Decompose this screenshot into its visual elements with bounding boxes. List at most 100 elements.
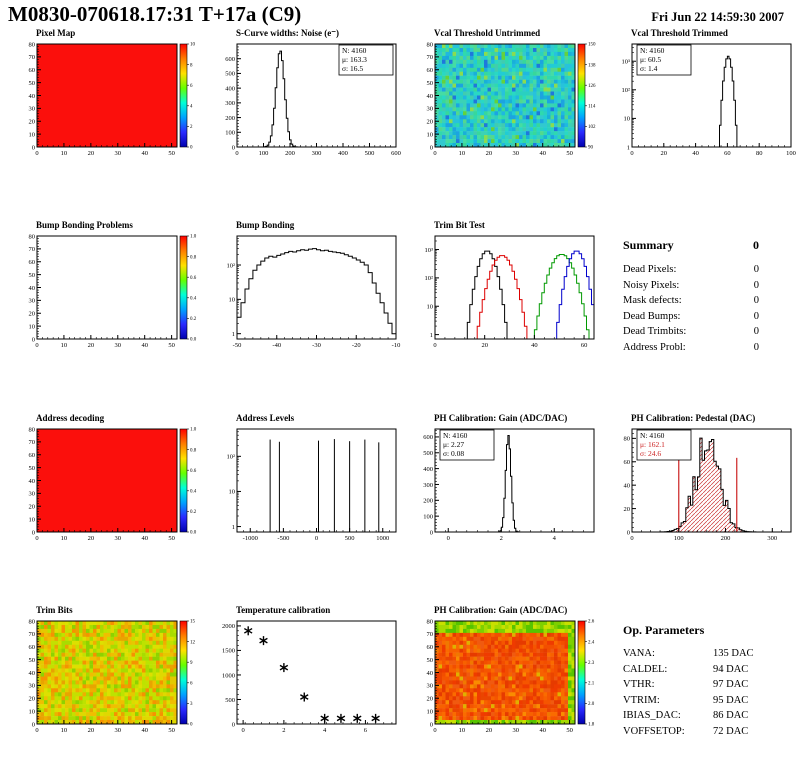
svg-text:50: 50 <box>168 535 175 542</box>
svg-text:1.8: 1.8 <box>588 723 595 728</box>
svg-text:20: 20 <box>29 696 36 703</box>
svg-text:80: 80 <box>29 618 36 625</box>
panel-bump-bonding: Bump Bonding -50 -40 -30 -20 -10 1 10 10² <box>212 220 404 354</box>
timestamp: Fri Jun 22 14:59:30 2007 <box>651 10 784 24</box>
svg-text:80: 80 <box>624 436 631 443</box>
svg-text:10: 10 <box>459 727 466 734</box>
svg-text:60: 60 <box>29 452 36 459</box>
panel-address-levels: Address Levels -1000 -500 0 500 1000 1 10 10² <box>212 413 404 547</box>
temperature-calibration-scatter: 0 2 4 6 0 500 1000 1500 2000 <box>222 620 397 734</box>
svg-text:500: 500 <box>345 535 355 542</box>
svg-text:30: 30 <box>513 727 520 734</box>
svg-text:0: 0 <box>430 721 433 728</box>
svg-text:N: 4160: N: 4160 <box>443 431 468 440</box>
svg-text:50: 50 <box>168 342 175 349</box>
svg-text:0: 0 <box>32 144 35 151</box>
svg-text:20: 20 <box>29 119 36 126</box>
chart-title: Vcal Threshold Untrimmed <box>434 28 541 38</box>
svg-text:20: 20 <box>88 150 95 157</box>
svg-text:0: 0 <box>447 535 450 542</box>
panel-scurve-noise: S-Curve widths: Noise (e⁻) 0 100 200 300 400… <box>212 28 404 162</box>
svg-text:20: 20 <box>29 504 36 511</box>
svg-text:60: 60 <box>29 67 36 74</box>
svg-text:50: 50 <box>29 272 36 279</box>
svg-text:10: 10 <box>427 708 434 715</box>
svg-text:60: 60 <box>724 150 731 157</box>
svg-text:40: 40 <box>141 150 148 157</box>
svg-text:0: 0 <box>433 342 436 349</box>
svg-text:600: 600 <box>225 56 235 63</box>
svg-text:10: 10 <box>29 708 36 715</box>
summary-row-mask-defects: Mask defects: 0 <box>623 295 759 306</box>
svg-text:40: 40 <box>29 478 36 485</box>
svg-text:0.2: 0.2 <box>190 510 197 515</box>
svg-text:60: 60 <box>624 459 631 466</box>
svg-text:10²: 10² <box>227 262 236 269</box>
svg-text:0: 0 <box>32 336 35 343</box>
svg-text:10: 10 <box>29 516 36 523</box>
svg-text:300: 300 <box>423 482 433 489</box>
svg-text:6: 6 <box>190 84 193 89</box>
svg-text:2: 2 <box>190 125 193 130</box>
svg-text:0: 0 <box>32 721 35 728</box>
svg-text:60: 60 <box>29 259 36 266</box>
op-row-ibias-dac: IBIAS_DAC: 86 DAC <box>623 710 749 721</box>
svg-text:10: 10 <box>29 131 36 138</box>
vcal-untrimmed-heatmap: 0 10 20 30 40 50 0 10 20 30 40 50 60 70 80 90 102 114 126 1… <box>427 41 597 157</box>
svg-text:8: 8 <box>190 63 193 68</box>
chart-title: PH Calibration: Pedestal (DAC) <box>631 413 756 423</box>
svg-text:1: 1 <box>232 331 235 338</box>
svg-text:0: 0 <box>627 529 630 536</box>
svg-text:0.0: 0.0 <box>190 338 197 343</box>
svg-text:μ: 162.1: μ: 162.1 <box>640 440 665 449</box>
svg-text:9: 9 <box>190 661 193 666</box>
svg-text:0: 0 <box>190 146 193 151</box>
svg-text:500: 500 <box>225 697 235 704</box>
svg-text:40: 40 <box>427 670 434 677</box>
summary-title: Summary <box>623 238 674 252</box>
svg-text:0: 0 <box>232 144 235 151</box>
panel-pixel-map: Pixel Map 0 10 20 30 40 50 0 10 20 30 40 50 60 70 80 0 2… <box>12 28 204 162</box>
svg-text:400: 400 <box>423 466 433 473</box>
svg-text:10: 10 <box>229 489 236 496</box>
svg-text:0: 0 <box>433 727 436 734</box>
svg-text:400: 400 <box>225 85 235 92</box>
svg-text:6: 6 <box>190 682 193 687</box>
summary-header: Summary 0 <box>623 238 759 253</box>
svg-text:40: 40 <box>692 150 699 157</box>
panel-bump-problems: Bump Bonding Problems 0 10 20 30 40 50 0 10 20 30… <box>12 220 204 354</box>
svg-text:300: 300 <box>767 535 777 542</box>
svg-text:10: 10 <box>61 727 68 734</box>
svg-text:30: 30 <box>115 535 122 542</box>
svg-text:50: 50 <box>566 150 573 157</box>
svg-text:0.6: 0.6 <box>190 469 197 474</box>
svg-text:138: 138 <box>588 63 596 68</box>
svg-text:2.0: 2.0 <box>588 702 595 707</box>
svg-text:0: 0 <box>35 535 38 542</box>
svg-text:10: 10 <box>427 131 434 138</box>
summary-row-dead-trimbits: Dead Trimbits: 0 <box>623 326 759 337</box>
svg-text:10: 10 <box>624 116 631 123</box>
svg-text:40: 40 <box>531 342 538 349</box>
ph-gain-heatmap: 0 10 20 30 40 50 0 10 20 30 40 50 60 70 80 1.8 2.0 2.1 2.3… <box>427 618 595 734</box>
svg-text:N: 4160: N: 4160 <box>640 431 665 440</box>
chart-title: Address Levels <box>236 413 295 423</box>
svg-text:0.0: 0.0 <box>190 531 197 536</box>
svg-text:600: 600 <box>423 434 433 441</box>
pixel-map-heatmap: 0 10 20 30 40 50 0 10 20 30 40 50 60 70 80 0 2 4 6 8 10 <box>29 41 196 157</box>
svg-text:20: 20 <box>481 342 488 349</box>
svg-text:10²: 10² <box>622 87 631 94</box>
chart-title: Temperature calibration <box>236 605 331 615</box>
svg-text:1000: 1000 <box>376 535 389 542</box>
panel-vcal-untrimmed: Vcal Threshold Untrimmed 0 10 20 30 40 50 0 10 2… <box>410 28 602 162</box>
panel-trim-bits: Trim Bits 0 10 20 30 40 50 0 10 20 30 40 50 60 70 80 0 3… <box>12 605 204 739</box>
svg-text:70: 70 <box>427 631 434 638</box>
svg-text:4: 4 <box>190 105 193 110</box>
svg-text:200: 200 <box>721 535 731 542</box>
svg-text:1.0: 1.0 <box>190 235 197 240</box>
svg-text:10: 10 <box>61 342 68 349</box>
svg-text:400: 400 <box>338 150 348 157</box>
svg-text:70: 70 <box>427 54 434 61</box>
svg-text:500: 500 <box>225 71 235 78</box>
chart-title: Bump Bonding Problems <box>36 220 133 230</box>
